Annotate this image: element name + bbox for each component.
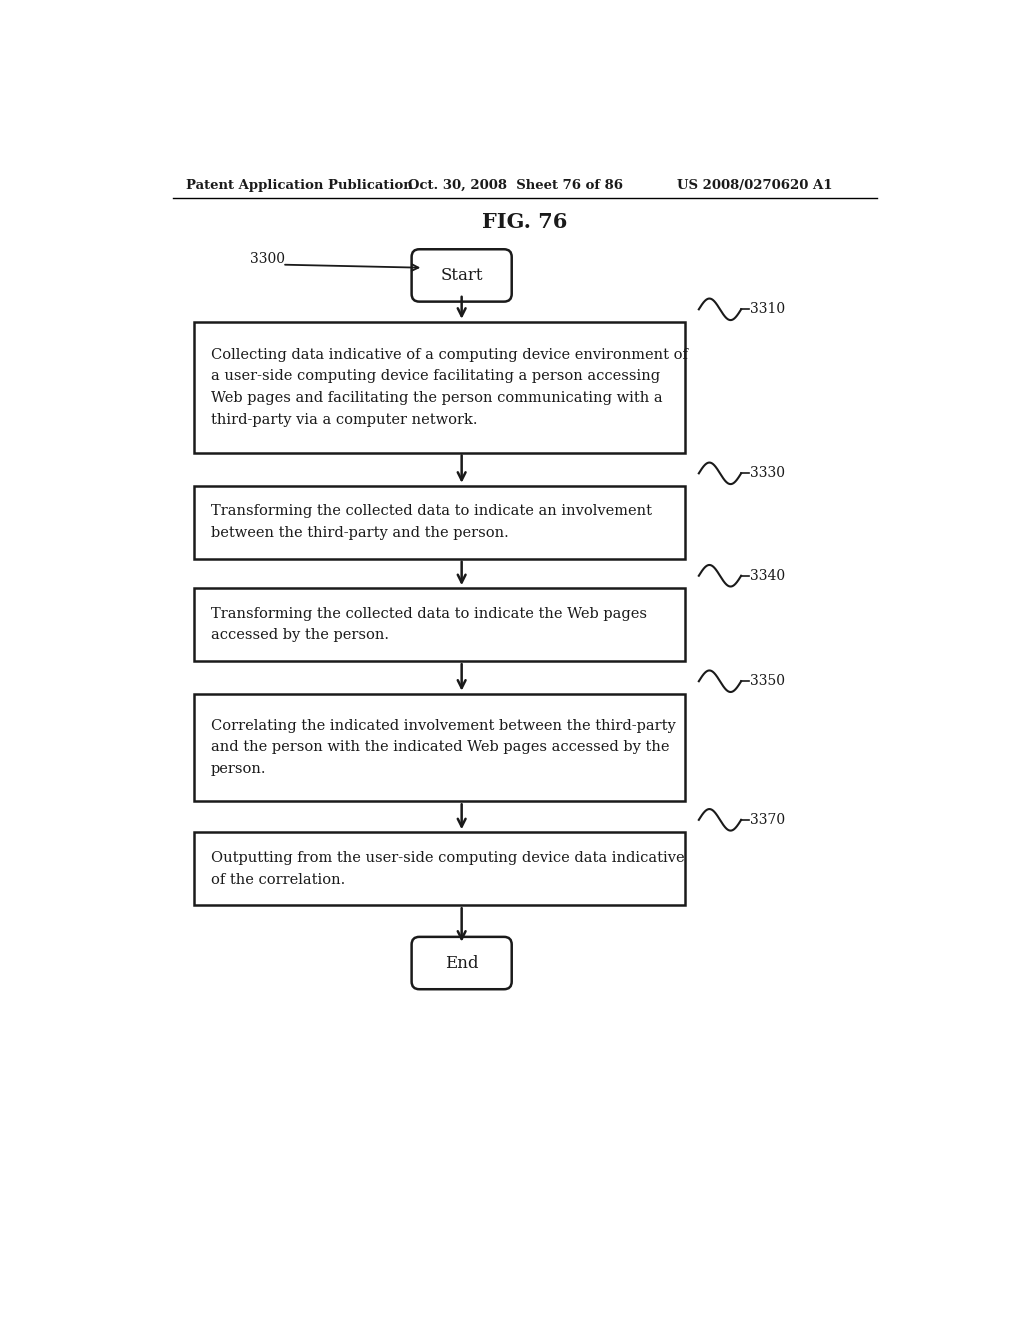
Text: Transforming the collected data to indicate the Web pages
accessed by the person: Transforming the collected data to indic… <box>211 607 646 643</box>
Bar <box>194 589 685 661</box>
Text: Start: Start <box>440 267 483 284</box>
Bar <box>194 693 685 801</box>
Text: 3300: 3300 <box>250 252 285 265</box>
FancyBboxPatch shape <box>412 937 512 989</box>
Text: 3350: 3350 <box>751 675 785 688</box>
Text: Correlating the indicated involvement between the third-party
and the person wit: Correlating the indicated involvement be… <box>211 719 676 776</box>
Text: End: End <box>444 954 478 972</box>
Text: 3340: 3340 <box>751 569 785 582</box>
Text: Transforming the collected data to indicate an involvement
between the third-par: Transforming the collected data to indic… <box>211 504 651 540</box>
Bar <box>194 832 685 906</box>
Text: 3310: 3310 <box>751 302 785 317</box>
Text: FIG. 76: FIG. 76 <box>482 213 567 232</box>
Bar <box>194 486 685 558</box>
FancyBboxPatch shape <box>412 249 512 302</box>
Text: Oct. 30, 2008  Sheet 76 of 86: Oct. 30, 2008 Sheet 76 of 86 <box>408 178 623 191</box>
Text: Patent Application Publication: Patent Application Publication <box>186 178 413 191</box>
Text: US 2008/0270620 A1: US 2008/0270620 A1 <box>677 178 833 191</box>
Bar <box>194 322 685 453</box>
Text: Outputting from the user-side computing device data indicative
of the correlatio: Outputting from the user-side computing … <box>211 851 684 887</box>
Text: 3330: 3330 <box>751 466 785 480</box>
Text: 3370: 3370 <box>751 813 785 826</box>
Text: Collecting data indicative of a computing device environment of
a user-side comp: Collecting data indicative of a computin… <box>211 347 687 426</box>
